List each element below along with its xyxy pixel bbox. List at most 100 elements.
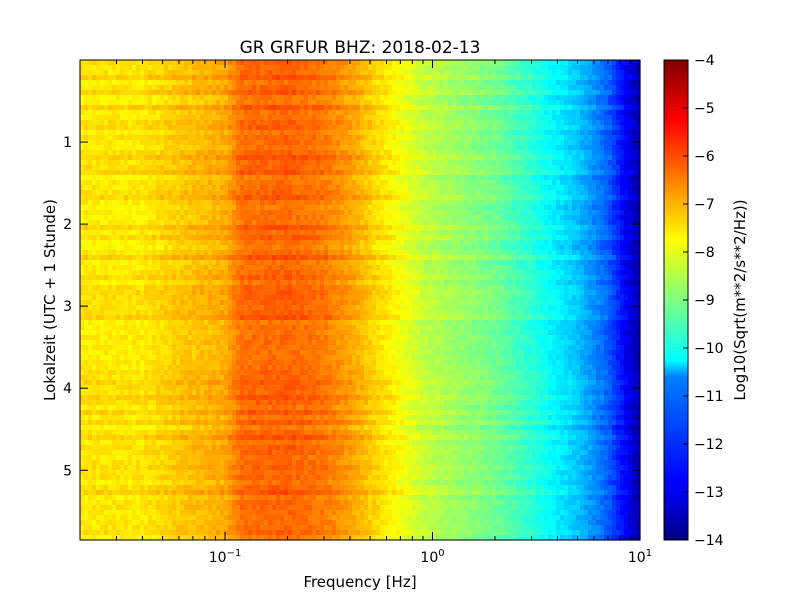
heatmap-cell: [224, 205, 229, 211]
heatmap-cell: [84, 370, 89, 376]
heatmap-cell: [248, 480, 253, 486]
heatmap-cell: [152, 75, 157, 81]
heatmap-cell: [164, 200, 169, 206]
heatmap-cell: [256, 175, 261, 181]
heatmap-cell: [108, 235, 113, 241]
heatmap-cell: [104, 515, 109, 521]
heatmap-cell: [92, 490, 97, 496]
heatmap-cell: [232, 85, 237, 91]
heatmap-cell: [148, 320, 153, 326]
heatmap-cell: [136, 410, 141, 416]
heatmap-cell: [196, 530, 201, 536]
heatmap-cell: [104, 465, 109, 471]
heatmap-cell: [160, 285, 165, 291]
heatmap-cell: [172, 390, 177, 396]
heatmap-cell: [84, 335, 89, 341]
heatmap-cell: [256, 445, 261, 451]
heatmap-cell: [124, 395, 129, 401]
heatmap-cell: [92, 460, 97, 466]
heatmap-cell: [116, 345, 121, 351]
heatmap-cell: [96, 240, 101, 246]
heatmap-cell: [172, 315, 177, 321]
heatmap-cell: [176, 300, 181, 306]
heatmap-cell: [280, 345, 285, 351]
heatmap-cell: [88, 335, 93, 341]
heatmap-cell: [132, 100, 137, 106]
heatmap-cell: [200, 505, 205, 511]
heatmap-cell: [148, 340, 153, 346]
heatmap-cell: [240, 335, 245, 341]
heatmap-cell: [88, 535, 93, 541]
heatmap-cell: [112, 375, 117, 381]
heatmap-cell: [192, 520, 197, 526]
heatmap-cell: [220, 220, 225, 226]
heatmap-cell: [88, 240, 93, 246]
heatmap-cell: [132, 190, 137, 196]
heatmap-cell: [228, 165, 233, 171]
heatmap-cell: [180, 525, 185, 531]
heatmap-cell: [276, 185, 281, 191]
heatmap-cell: [228, 235, 233, 241]
heatmap-cell: [152, 525, 157, 531]
heatmap-cell: [144, 325, 149, 331]
heatmap-cell: [240, 295, 245, 301]
heatmap-cell: [172, 535, 177, 541]
heatmap-cell: [256, 315, 261, 321]
heatmap-cell: [264, 390, 269, 396]
heatmap-cell: [112, 60, 117, 66]
heatmap-cell: [148, 235, 153, 241]
heatmap-cell: [100, 335, 105, 341]
heatmap-cell: [260, 385, 265, 391]
heatmap-cell: [176, 310, 181, 316]
heatmap-cell: [200, 445, 205, 451]
heatmap-cell: [244, 520, 249, 526]
heatmap-cell: [108, 220, 113, 226]
heatmap-cell: [160, 95, 165, 101]
heatmap-cell: [84, 325, 89, 331]
heatmap-cell: [96, 355, 101, 361]
heatmap-cell: [172, 255, 177, 261]
heatmap-cell: [188, 145, 193, 151]
heatmap-cell: [172, 275, 177, 281]
heatmap-cell: [248, 80, 253, 86]
heatmap-cell: [268, 410, 273, 416]
heatmap-cell: [244, 270, 249, 276]
heatmap-cell: [184, 305, 189, 311]
heatmap-cell: [148, 510, 153, 516]
heatmap-cell: [128, 120, 133, 126]
heatmap-cell: [188, 75, 193, 81]
heatmap-cell: [108, 430, 113, 436]
heatmap-cell: [160, 110, 165, 116]
heatmap-cell: [92, 280, 97, 286]
heatmap-cell: [80, 115, 85, 121]
heatmap-cell: [176, 500, 181, 506]
heatmap-cell: [248, 115, 253, 121]
heatmap-cell: [244, 505, 249, 511]
heatmap-cell: [224, 180, 229, 186]
heatmap-cell: [184, 230, 189, 236]
heatmap-cell: [216, 290, 221, 296]
heatmap-cell: [240, 535, 245, 541]
heatmap-cell: [120, 360, 125, 366]
heatmap-cell: [188, 110, 193, 116]
heatmap-cell: [228, 245, 233, 251]
heatmap-cell: [152, 300, 157, 306]
heatmap-cell: [88, 525, 93, 531]
heatmap-cell: [124, 370, 129, 376]
heatmap-cell: [220, 305, 225, 311]
heatmap-cell: [252, 400, 257, 406]
heatmap-cell: [184, 295, 189, 301]
heatmap-cell: [264, 215, 269, 221]
heatmap-cell: [120, 300, 125, 306]
heatmap-cell: [116, 100, 121, 106]
heatmap-cell: [104, 290, 109, 296]
heatmap-cell: [276, 385, 281, 391]
heatmap-cell: [236, 495, 241, 501]
heatmap-cell: [208, 465, 213, 471]
heatmap-cell: [160, 205, 165, 211]
heatmap-cell: [168, 280, 173, 286]
heatmap-cell: [268, 465, 273, 471]
heatmap-cell: [124, 520, 129, 526]
heatmap-cell: [156, 195, 161, 201]
heatmap-cell: [184, 310, 189, 316]
